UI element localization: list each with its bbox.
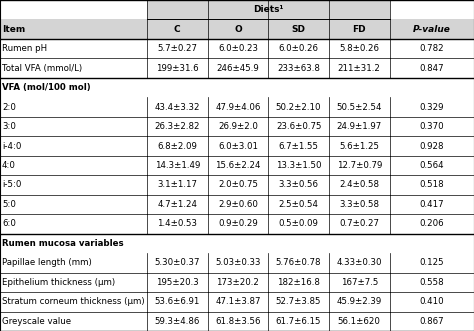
Text: 2:0: 2:0 [2,103,16,112]
Text: i-5:0: i-5:0 [2,180,21,189]
Text: 211±31.2: 211±31.2 [338,64,381,72]
Text: FD: FD [353,25,366,34]
Text: 26.9±2.0: 26.9±2.0 [218,122,258,131]
Text: 15.6±2.24: 15.6±2.24 [215,161,261,170]
Text: 5.6±1.25: 5.6±1.25 [339,142,379,151]
Text: 6.8±2.09: 6.8±2.09 [157,142,197,151]
Text: 5.7±0.27: 5.7±0.27 [157,44,197,53]
Text: 182±16.8: 182±16.8 [277,278,320,287]
Text: Papillae length (mm): Papillae length (mm) [2,259,91,267]
Text: Epithelium thickness (μm): Epithelium thickness (μm) [2,278,115,287]
Text: 5.8±0.26: 5.8±0.26 [339,44,379,53]
Text: 0.417: 0.417 [419,200,444,209]
Text: 0.9±0.29: 0.9±0.29 [218,219,258,228]
Text: 43.4±3.32: 43.4±3.32 [155,103,200,112]
Text: Item: Item [2,25,25,34]
Text: 3:0: 3:0 [2,122,16,131]
Text: i-4:0: i-4:0 [2,142,21,151]
Text: Stratum corneum thickness (μm): Stratum corneum thickness (μm) [2,297,145,306]
Text: 195±20.3: 195±20.3 [156,278,199,287]
Text: 6.0±0.23: 6.0±0.23 [218,44,258,53]
Text: 23.6±0.75: 23.6±0.75 [276,122,321,131]
Text: 26.3±2.82: 26.3±2.82 [155,122,200,131]
Text: 50.2±2.10: 50.2±2.10 [276,103,321,112]
Text: 0.329: 0.329 [419,103,444,112]
Text: Rumen mucosa variables: Rumen mucosa variables [2,239,124,248]
Text: 0.206: 0.206 [419,219,444,228]
Text: 0.782: 0.782 [419,44,444,53]
Text: VFA (mol/100 mol): VFA (mol/100 mol) [2,83,91,92]
Text: 6.0±3.01: 6.0±3.01 [218,142,258,151]
Text: 61.8±3.56: 61.8±3.56 [215,317,261,326]
Text: 53.6±6.91: 53.6±6.91 [155,297,200,306]
Text: 3.3±0.58: 3.3±0.58 [339,200,379,209]
Text: Total VFA (mmol/L): Total VFA (mmol/L) [2,64,82,72]
Text: 50.5±2.54: 50.5±2.54 [337,103,382,112]
Text: 0.125: 0.125 [419,259,444,267]
Text: Diets¹: Diets¹ [253,5,283,14]
Text: 0.370: 0.370 [419,122,444,131]
Text: C: C [174,25,181,34]
Text: Rumen pH: Rumen pH [2,44,47,53]
Text: 5.03±0.33: 5.03±0.33 [215,259,261,267]
Text: 2.9±0.60: 2.9±0.60 [218,200,258,209]
Text: SD: SD [292,25,306,34]
Text: 246±45.9: 246±45.9 [217,64,259,72]
Text: 2.5±0.54: 2.5±0.54 [279,200,319,209]
Text: 199±31.6: 199±31.6 [156,64,199,72]
Text: 3.3±0.56: 3.3±0.56 [279,180,319,189]
Text: 1.4±0.53: 1.4±0.53 [157,219,197,228]
Text: Greyscale value: Greyscale value [2,317,71,326]
Text: 6:0: 6:0 [2,219,16,228]
Text: 56.1±620: 56.1±620 [338,317,381,326]
Text: 2.0±0.75: 2.0±0.75 [218,180,258,189]
Text: 61.7±6.15: 61.7±6.15 [276,317,321,326]
Text: 4.7±1.24: 4.7±1.24 [157,200,197,209]
Text: 0.558: 0.558 [419,278,444,287]
Text: 6.7±1.55: 6.7±1.55 [279,142,319,151]
Text: 14.3±1.49: 14.3±1.49 [155,161,200,170]
Text: 52.7±3.85: 52.7±3.85 [276,297,321,306]
Text: 0.847: 0.847 [419,64,444,72]
Text: 0.564: 0.564 [419,161,444,170]
Text: 4.33±0.30: 4.33±0.30 [337,259,382,267]
Text: 45.9±2.39: 45.9±2.39 [337,297,382,306]
Text: 173±20.2: 173±20.2 [217,278,259,287]
Text: 13.3±1.50: 13.3±1.50 [276,161,321,170]
Text: 24.9±1.97: 24.9±1.97 [337,122,382,131]
Text: 5:0: 5:0 [2,200,16,209]
Text: 5.76±0.78: 5.76±0.78 [276,259,321,267]
Text: O: O [234,25,242,34]
Text: 59.3±4.86: 59.3±4.86 [155,317,200,326]
Text: 6.0±0.26: 6.0±0.26 [279,44,319,53]
Text: 0.928: 0.928 [419,142,444,151]
Text: 0.867: 0.867 [419,317,444,326]
Text: 0.410: 0.410 [419,297,444,306]
Text: 3.1±1.17: 3.1±1.17 [157,180,197,189]
Text: 5.30±0.37: 5.30±0.37 [155,259,200,267]
Text: 47.9±4.06: 47.9±4.06 [215,103,261,112]
Text: 47.1±3.87: 47.1±3.87 [215,297,261,306]
Text: P-value: P-value [413,25,451,34]
Text: 4:0: 4:0 [2,161,16,170]
Text: 2.4±0.58: 2.4±0.58 [339,180,379,189]
Text: 167±7.5: 167±7.5 [341,278,378,287]
Bar [147,0,390,20]
Text: 0.5±0.09: 0.5±0.09 [279,219,319,228]
Text: 233±63.8: 233±63.8 [277,64,320,72]
Text: 12.7±0.79: 12.7±0.79 [337,161,382,170]
Text: 0.518: 0.518 [419,180,444,189]
Text: 0.7±0.27: 0.7±0.27 [339,219,379,228]
Bar [0,20,474,39]
